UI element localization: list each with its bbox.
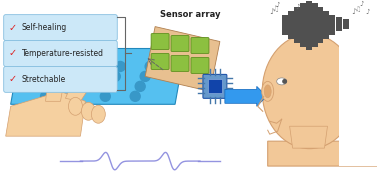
FancyBboxPatch shape <box>4 15 117 41</box>
FancyArrow shape <box>225 86 267 106</box>
Text: Self-healing: Self-healing <box>22 23 67 32</box>
Text: Temperature-resisted: Temperature-resisted <box>22 49 104 58</box>
Text: ✓: ✓ <box>9 23 17 33</box>
Bar <box>318 7 324 43</box>
Ellipse shape <box>262 81 274 101</box>
Circle shape <box>130 91 140 101</box>
Text: ♫: ♫ <box>272 4 279 13</box>
FancyBboxPatch shape <box>151 54 169 69</box>
Polygon shape <box>45 57 68 101</box>
FancyBboxPatch shape <box>151 33 169 49</box>
Ellipse shape <box>262 34 357 149</box>
Text: ♪: ♪ <box>365 9 370 15</box>
Circle shape <box>56 61 65 71</box>
Ellipse shape <box>51 49 68 60</box>
FancyBboxPatch shape <box>203 74 227 98</box>
Polygon shape <box>290 126 327 148</box>
Circle shape <box>135 81 145 91</box>
Ellipse shape <box>282 79 287 84</box>
Circle shape <box>85 61 95 71</box>
Circle shape <box>40 91 51 101</box>
Polygon shape <box>268 136 377 166</box>
Bar <box>344 19 349 29</box>
Text: ♪: ♪ <box>269 7 274 16</box>
Bar <box>282 15 288 35</box>
FancyBboxPatch shape <box>171 36 189 52</box>
Bar <box>330 15 335 35</box>
Polygon shape <box>65 86 90 101</box>
Circle shape <box>76 81 85 91</box>
Circle shape <box>100 91 110 101</box>
Text: ♪: ♪ <box>359 1 364 7</box>
FancyBboxPatch shape <box>191 38 209 54</box>
Ellipse shape <box>91 105 105 123</box>
Bar <box>288 11 294 39</box>
Bar <box>300 3 305 46</box>
Ellipse shape <box>277 78 287 85</box>
Bar <box>339 17 378 166</box>
Circle shape <box>115 61 125 71</box>
Bar <box>324 11 330 39</box>
Text: ✓: ✓ <box>9 74 17 84</box>
Polygon shape <box>145 27 220 91</box>
Polygon shape <box>11 49 185 104</box>
Circle shape <box>81 71 90 81</box>
Ellipse shape <box>264 85 271 98</box>
Text: ♫: ♫ <box>354 6 361 12</box>
Bar <box>311 3 318 46</box>
FancyBboxPatch shape <box>4 66 117 92</box>
Circle shape <box>45 81 56 91</box>
Bar <box>294 7 300 43</box>
FancyBboxPatch shape <box>4 41 117 66</box>
Text: ✓: ✓ <box>9 49 17 58</box>
Text: Sensor array: Sensor array <box>160 10 221 19</box>
Circle shape <box>145 61 155 71</box>
Circle shape <box>70 91 81 101</box>
Text: ♪: ♪ <box>276 2 280 8</box>
FancyBboxPatch shape <box>191 57 209 73</box>
Text: ♪: ♪ <box>295 4 300 10</box>
Circle shape <box>51 71 60 81</box>
FancyBboxPatch shape <box>171 55 189 71</box>
Bar <box>305 0 311 49</box>
Bar <box>336 17 342 31</box>
Text: Stretchable: Stretchable <box>22 75 66 84</box>
Circle shape <box>105 81 115 91</box>
Circle shape <box>110 71 120 81</box>
FancyBboxPatch shape <box>208 79 222 93</box>
Text: ♪: ♪ <box>352 7 357 16</box>
Ellipse shape <box>81 102 95 120</box>
Circle shape <box>140 71 150 81</box>
Polygon shape <box>6 91 85 136</box>
Ellipse shape <box>68 97 82 115</box>
